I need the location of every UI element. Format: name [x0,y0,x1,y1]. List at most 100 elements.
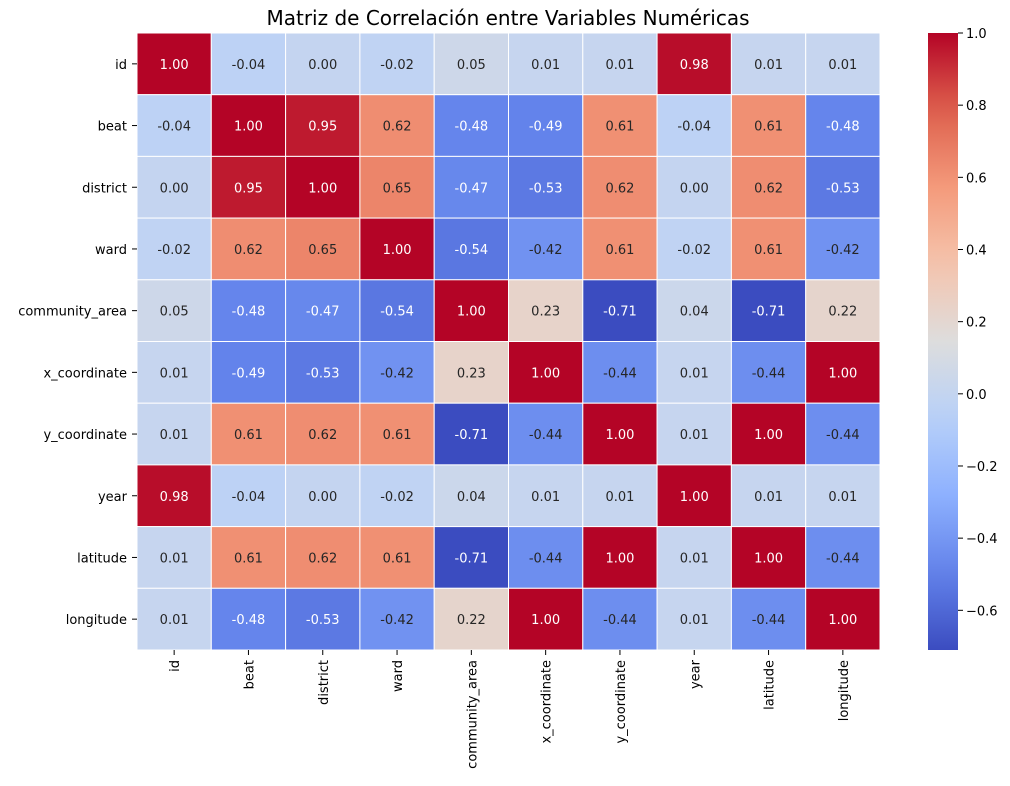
cell-value-label: -0.02 [380,58,414,73]
cell-value-label: -0.44 [752,366,786,381]
x-tick-label: longitude [837,660,852,721]
x-tick-label: community_area [465,660,480,769]
cell-value-label: 0.62 [308,551,337,566]
heatmap-cell-x_coordinate-community_area [433,341,510,404]
cell-value-label: -0.47 [455,181,489,196]
y-tick-label: community_area [18,305,127,320]
heatmap-cell-district-beat [210,155,287,219]
x-tick-label: y_coordinate [614,660,629,744]
cell-value-label: -0.04 [157,120,191,135]
heatmap-cell-beat-longitude [805,94,881,157]
heatmap-cell-ward-latitude [730,217,807,281]
cell-value-label: 1.00 [828,613,857,628]
cell-value-label: 0.61 [754,243,783,258]
cell-value-label: -0.53 [306,366,340,381]
cell-value-label: 0.01 [680,428,709,443]
heatmap-cell-y_coordinate-y_coordinate [582,402,658,466]
heatmap-cell-latitude-latitude [730,526,807,589]
colorbar-tick-label: 1.0 [966,27,987,42]
heatmap-cell-district-district [285,155,361,219]
cell-value-label: -0.04 [232,58,266,73]
cell-value-label: 0.01 [160,428,189,443]
cell-value-label: 0.00 [160,181,189,196]
y-axis: id beat district ward community_area x_coordi… [18,58,137,628]
x-tick-label: latitude [763,660,778,710]
cell-value-label: -0.54 [380,305,414,320]
cell-value-label: -0.44 [529,428,563,443]
cell-value-label: 0.01 [680,551,709,566]
y-tick-label: y_coordinate [43,428,127,443]
cell-value-label: 0.01 [160,366,189,381]
cell-value-label: 0.00 [308,490,337,505]
cell-value-label: 1.00 [605,428,634,443]
heatmap-cell-y_coordinate-ward [359,402,435,466]
cell-value-label: 0.98 [680,58,709,73]
heatmap-cell-beat-beat [210,94,287,157]
cell-value-label: 0.61 [605,243,634,258]
heatmap-cell-x_coordinate-id [136,341,212,404]
x-axis: id beat district ward community_area x_coordi… [168,650,852,769]
cell-value-label: 0.22 [457,613,486,628]
heatmap-cell-latitude-year [656,526,732,589]
cell-value-label: 0.01 [605,58,634,73]
cell-value-label: 0.01 [680,613,709,628]
heatmap-cell-community_area-latitude [730,279,807,342]
cell-value-label: 0.98 [160,490,189,505]
colorbar-tick-label: 0.0 [966,388,987,403]
cell-value-label: -0.42 [380,613,414,628]
cell-value-label: 0.61 [383,551,412,566]
cell-value-label: -0.44 [826,551,860,566]
colorbar-tick-label: 0.8 [966,99,987,114]
cell-value-label: 0.00 [680,181,709,196]
heatmap-cell-beat-latitude [730,94,807,157]
cell-value-label: 0.61 [383,428,412,443]
heatmap-cell-latitude-district [285,526,361,589]
cell-value-label: -0.53 [529,181,563,196]
cell-value-label: 0.01 [531,490,560,505]
cell-value-label: 0.01 [754,490,783,505]
heatmap-cell-y_coordinate-x_coordinate [508,402,584,466]
cell-value-label: 1.00 [754,551,783,566]
heatmap-cell-district-longitude [805,155,881,219]
colorbar-tick-label: −0.2 [966,460,998,475]
heatmap-cell-id-year [656,32,732,96]
x-tick-label: district [317,660,332,705]
x-tick-label: beat [242,660,257,689]
heatmap-cells: 1.00 -0.04 0.00 -0.02 0.05 0.01 0.01 0.98 0.01 0.… [136,32,881,651]
colorbar-tick-label: 0.6 [966,171,987,186]
cell-value-label: 0.65 [383,181,412,196]
cell-value-label: 1.00 [531,613,560,628]
heatmap-cell-district-latitude [730,155,807,219]
heatmap-cell-longitude-x_coordinate [508,587,584,651]
cell-value-label: 0.01 [160,551,189,566]
heatmap-cell-year-longitude [805,464,881,528]
cell-value-label: -0.42 [380,366,414,381]
heatmap-cell-year-y_coordinate [582,464,658,528]
x-tick-label: year [688,659,703,689]
heatmap-cell-y_coordinate-longitude [805,402,881,466]
cell-value-label: 0.04 [680,305,709,320]
y-tick-label: district [82,181,127,196]
cell-value-label: 0.05 [457,58,486,73]
cell-value-label: -0.44 [529,551,563,566]
heatmap-cell-district-year [656,155,732,219]
heatmap-cell-id-ward [359,32,435,96]
heatmap-cell-latitude-longitude [805,526,881,589]
heatmap-cell-id-x_coordinate [508,32,584,96]
heatmap-cell-longitude-latitude [730,587,807,651]
heatmap-cell-x_coordinate-district [285,341,361,404]
colorbar-gradient [928,33,958,650]
y-tick-label: latitude [77,551,127,566]
cell-value-label: -0.48 [455,120,489,135]
cell-value-label: 0.01 [605,490,634,505]
cell-value-label: -0.49 [529,120,563,135]
heatmap-cell-community_area-year [656,279,732,342]
cell-value-label: -0.44 [752,613,786,628]
heatmap-cell-longitude-beat [210,587,287,651]
cell-value-label: 1.00 [234,120,263,135]
cell-value-label: 1.00 [680,490,709,505]
cell-value-label: 0.23 [531,305,560,320]
chart-title: Matriz de Correlación entre Variables Nu… [266,6,749,30]
heatmap-cell-ward-id [136,217,212,281]
